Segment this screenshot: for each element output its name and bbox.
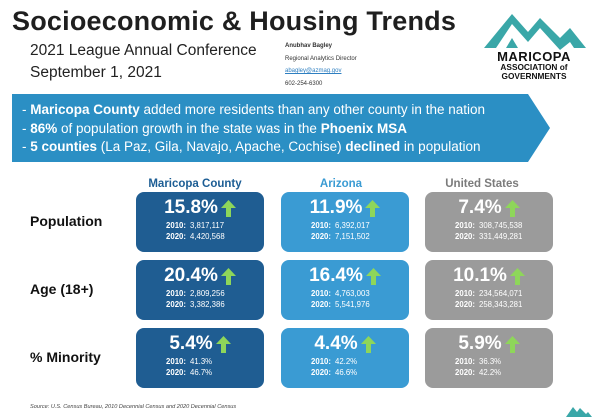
value-2020: 46.6% [335,368,358,377]
value-2020: 5,541,976 [335,300,370,309]
up-arrow-icon [220,199,236,217]
value-2020: 7,151,502 [335,232,370,241]
value-2010: 308,745,538 [479,221,523,230]
value-2020: 331,449,281 [479,232,523,241]
up-arrow-icon [220,267,236,285]
pct-change: 7.4% [458,197,502,218]
up-arrow-icon [360,335,376,353]
up-arrow-icon [215,335,231,353]
pct-change: 5.4% [169,333,213,354]
stat-card-age-arizona: 16.4% 2010: 4,763,003 2020: 5,541,976 [281,260,409,320]
value-2010: 6,392,017 [335,221,370,230]
pct-change: 4.4% [314,333,358,354]
stat-card-minority-us: 5.9% 2010: 36.3% 2020: 42.2% [425,328,553,388]
row-label-population: Population [30,213,103,229]
value-2010: 234,564,071 [479,289,523,298]
contact-block: Anubhav Bagley Regional Analytics Direct… [285,40,357,90]
value-2010: 36.3% [479,357,502,366]
column-header-maricopa: Maricopa County [148,178,242,190]
value-2020: 4,420,568 [190,232,225,241]
up-arrow-icon [504,335,520,353]
stat-card-population-us: 7.4% 2010: 308,745,538 2020: 331,449,281 [425,192,553,252]
banner-arrow-shape [528,94,550,162]
pct-change: 10.1% [453,265,507,286]
logo-line3: GOVERNMENTS [501,71,567,81]
mountains-icon [484,14,586,50]
value-2020: 3,382,386 [190,300,225,309]
contact-name: Anubhav Bagley [285,43,333,49]
up-arrow-icon [509,267,525,285]
logo-text: MARICOPA ASSOCIATION of GOVERNMENTS [478,50,590,81]
pct-change: 5.9% [458,333,502,354]
contact-email-link[interactable]: abagley@azmag.gov [285,68,342,74]
column-header-us: United States [445,178,519,190]
logo-line2: ASSOCIATION of [500,62,568,72]
up-arrow-icon [365,199,381,217]
value-2010: 3,817,117 [190,221,225,230]
stat-card-age-maricopa: 20.4% 2010: 2,809,256 2020: 3,382,386 [136,260,264,320]
pct-change: 15.8% [164,197,218,218]
value-2010: 41.3% [190,357,213,366]
value-2020: 46.7% [190,368,213,377]
value-2020: 258,343,281 [479,300,523,309]
corner-logo-icon [566,407,592,417]
key-findings-banner: - Maricopa County added more residents t… [12,94,528,162]
value-2020: 42.2% [479,368,502,377]
pct-change: 11.9% [309,197,363,218]
contact-phone: 602-254-6300 [285,80,323,87]
conference-name: 2021 League Annual Conference [30,42,257,59]
pct-change: 20.4% [164,265,218,286]
value-2010: 42.2% [335,357,358,366]
logo-line1: MARICOPA [497,49,571,64]
conference-date: September 1, 2021 [30,64,162,81]
stat-card-population-arizona: 11.9% 2010: 6,392,017 2020: 7,151,502 [281,192,409,252]
page-title: Socioeconomic & Housing Trends [12,6,457,36]
up-arrow-icon [504,199,520,217]
contact-role: Regional Analytics Director [285,55,357,62]
stat-card-minority-arizona: 4.4% 2010: 42.2% 2020: 46.6% [281,328,409,388]
finding-1: - Maricopa County added more residents t… [22,102,485,117]
row-label-minority: % Minority [30,349,101,365]
finding-2: - 86% of population growth in the state … [22,120,407,136]
mag-logo: MARICOPA ASSOCIATION of GOVERNMENTS [478,8,590,86]
value-2010: 2,809,256 [190,289,225,298]
up-arrow-icon [365,267,381,285]
stat-card-population-maricopa: 15.8% 2010: 3,817,117 2020: 4,420,568 [136,192,264,252]
pct-change: 16.4% [309,265,363,286]
source-note: Source: U.S. Census Bureau, 2010 Decenni… [30,404,237,410]
value-2010: 4,763,003 [335,289,370,298]
stat-card-age-us: 10.1% 2010: 234,564,071 2020: 258,343,281 [425,260,553,320]
row-label-age: Age (18+) [30,281,94,297]
column-header-arizona: Arizona [319,178,363,190]
stat-card-minority-maricopa: 5.4% 2010: 41.3% 2020: 46.7% [136,328,264,388]
finding-3: - 5 counties (La Paz, Gila, Navajo, Apac… [22,139,481,154]
